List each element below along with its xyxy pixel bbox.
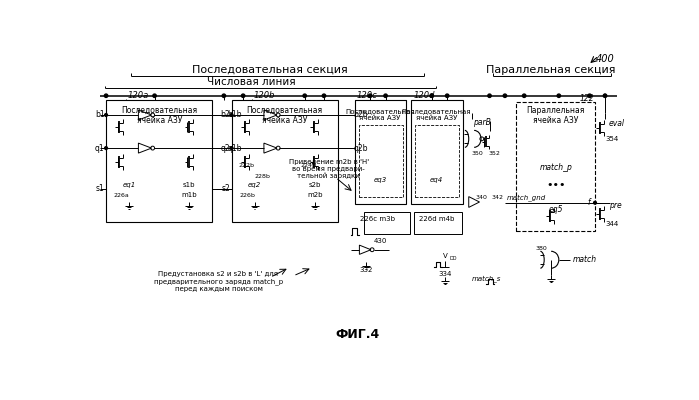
Circle shape [604, 94, 607, 97]
Circle shape [303, 94, 306, 98]
Text: parB: parB [473, 118, 491, 127]
Text: 224b: 224b [301, 162, 317, 168]
Text: 344: 344 [605, 220, 619, 226]
Circle shape [153, 94, 157, 98]
Bar [517, 102, 595, 231]
Text: 120a: 120a [128, 91, 149, 100]
Text: 226d m4b: 226d m4b [419, 216, 454, 222]
Text: DD: DD [449, 256, 457, 261]
Text: eq1: eq1 [122, 182, 136, 188]
Text: b2: b2 [220, 110, 230, 120]
Text: f: f [587, 198, 590, 207]
Text: q2: q2 [220, 144, 230, 152]
Circle shape [557, 94, 561, 98]
Text: q1b: q1b [228, 144, 243, 152]
Circle shape [445, 94, 449, 98]
Text: Последовательная
ячейка АЗУ: Последовательная ячейка АЗУ [121, 106, 197, 126]
Circle shape [241, 94, 245, 98]
Text: s2b: s2b [308, 182, 321, 188]
Text: b1b: b1b [228, 110, 243, 120]
Text: Числовая линия: Числовая линия [206, 77, 295, 87]
Text: q2b: q2b [353, 144, 368, 152]
Circle shape [368, 94, 372, 98]
Text: eq5: eq5 [549, 205, 563, 214]
Text: Приведение m2b в 'H'
во время предвари-
тельной зарядки: Приведение m2b в 'H' во время предвари- … [289, 158, 368, 179]
Text: Предустановка s2 и s2b в 'L' для
предварительного заряда match_p
перед каждым по: Предустановка s2 и s2b в 'L' для предвар… [154, 271, 283, 292]
Text: Последовательная
ячейка АЗУ: Последовательная ячейка АЗУ [402, 108, 471, 121]
Text: 222b: 222b [239, 162, 255, 168]
Text: 226b: 226b [239, 192, 255, 198]
Text: 226c m3b: 226c m3b [361, 216, 396, 222]
Circle shape [104, 94, 108, 98]
Circle shape [322, 94, 326, 98]
Bar [415, 125, 459, 197]
Bar [364, 212, 410, 234]
Bar [106, 100, 212, 222]
Circle shape [593, 201, 596, 204]
Circle shape [522, 94, 526, 98]
Text: 334: 334 [438, 271, 452, 277]
Text: 430: 430 [373, 238, 387, 244]
Text: 342: 342 [491, 195, 503, 200]
Text: s2: s2 [222, 184, 230, 194]
Text: eval: eval [609, 119, 625, 128]
Text: 332: 332 [359, 267, 373, 273]
Text: Параллельная секция: Параллельная секция [487, 64, 616, 74]
Text: s1b: s1b [183, 182, 196, 188]
Circle shape [588, 94, 591, 98]
Text: 226a: 226a [113, 192, 129, 198]
Text: 120c: 120c [357, 91, 378, 100]
Text: eq2: eq2 [248, 182, 261, 188]
Circle shape [222, 94, 226, 98]
Text: pre: pre [609, 201, 621, 210]
Text: match_gnd: match_gnd [507, 194, 547, 201]
Text: 120b: 120b [253, 91, 275, 100]
Text: Последовательная
ячейка АЗУ: Последовательная ячейка АЗУ [247, 106, 323, 126]
Text: q1: q1 [95, 144, 105, 152]
Circle shape [230, 114, 233, 116]
Bar [231, 100, 338, 222]
Text: 354: 354 [605, 136, 619, 142]
Circle shape [105, 114, 108, 116]
Circle shape [384, 94, 387, 98]
Bar [359, 125, 403, 197]
Text: 400: 400 [596, 54, 614, 64]
Text: match_s: match_s [472, 276, 501, 282]
Bar [355, 100, 406, 204]
Circle shape [430, 94, 433, 98]
Bar [414, 212, 462, 234]
Text: 352: 352 [488, 151, 500, 156]
Circle shape [488, 94, 491, 98]
Bar [411, 100, 463, 204]
Circle shape [230, 147, 233, 150]
Text: 350: 350 [471, 151, 483, 156]
Text: 120d: 120d [413, 91, 435, 100]
Text: Параллельная
ячейка АЗУ: Параллельная ячейка АЗУ [526, 106, 585, 126]
Circle shape [105, 147, 108, 150]
Circle shape [503, 94, 507, 98]
Text: b2b: b2b [353, 110, 368, 120]
Text: 122: 122 [579, 94, 594, 103]
Text: 340: 340 [476, 195, 488, 200]
Text: •••: ••• [546, 180, 565, 190]
Text: Последовательная
ячейка АЗУ: Последовательная ячейка АЗУ [345, 108, 415, 121]
Text: m2b: m2b [307, 192, 322, 198]
Text: V: V [442, 253, 447, 259]
Text: 380: 380 [536, 246, 548, 251]
Text: eq3: eq3 [373, 178, 387, 184]
Text: m1b: m1b [182, 192, 197, 198]
Text: 228b: 228b [254, 174, 271, 179]
Text: ФИГ.4: ФИГ.4 [336, 328, 380, 341]
Circle shape [603, 94, 607, 98]
Text: match: match [572, 255, 597, 264]
Text: eq4: eq4 [430, 178, 443, 184]
Text: Последовательная секция: Последовательная секция [192, 64, 348, 74]
Text: match_p: match_p [540, 163, 572, 172]
Text: s1: s1 [96, 184, 105, 194]
Text: b1: b1 [95, 110, 105, 120]
